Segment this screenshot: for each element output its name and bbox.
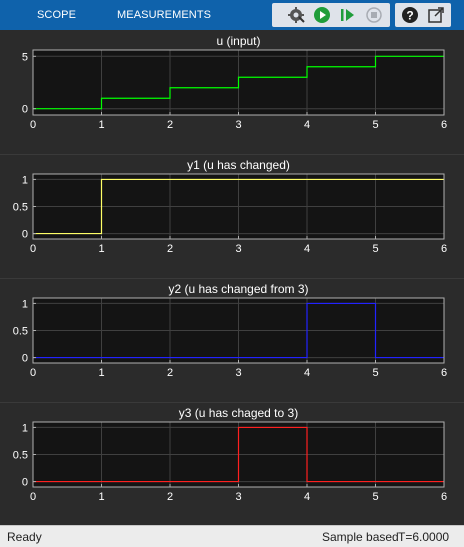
x-tick-label: 0: [30, 367, 36, 379]
x-tick-label: 0: [30, 243, 36, 255]
x-tick-label: 4: [304, 243, 310, 255]
run-button[interactable]: [312, 5, 332, 25]
help-controls: ?: [395, 3, 451, 27]
x-tick-label: 2: [167, 119, 173, 131]
signal-line: [33, 426, 444, 483]
simulation-time: T=6.0000: [398, 530, 450, 544]
step-forward-button[interactable]: [337, 5, 357, 25]
step-forward-icon: [341, 9, 354, 21]
y-tick-label: 0.5: [13, 202, 28, 214]
x-tick-label: 4: [304, 367, 310, 379]
x-tick-label: 1: [98, 367, 104, 379]
y-tick-label: 0: [22, 229, 28, 241]
x-tick-label: 2: [167, 491, 173, 503]
x-tick-label: 4: [304, 119, 310, 131]
help-button[interactable]: ?: [400, 5, 420, 25]
panel-divider: [0, 154, 464, 155]
y-tick-label: 0: [22, 353, 28, 365]
x-tick-label: 0: [30, 491, 36, 503]
plot-title: u (input): [216, 34, 260, 48]
tab-scope[interactable]: SCOPE: [37, 9, 77, 21]
x-tick-label: 6: [441, 119, 447, 131]
x-tick-label: 5: [372, 491, 378, 503]
x-tick-label: 3: [235, 243, 241, 255]
y-tick-label: 0: [22, 477, 28, 489]
sample-mode-text: Sample based: [322, 530, 399, 544]
y-tick-label: 1: [22, 422, 28, 434]
x-tick-label: 3: [235, 367, 241, 379]
plot-title: y3 (u has chaged to 3): [179, 406, 298, 420]
signal-line: [33, 302, 444, 359]
panel-divider: [0, 402, 464, 403]
x-tick-label: 4: [304, 491, 310, 503]
x-tick-label: 1: [98, 119, 104, 131]
x-tick-label: 5: [372, 119, 378, 131]
y-tick-label: 5: [22, 51, 28, 63]
x-tick-label: 6: [441, 243, 447, 255]
scope-panel-1[interactable]: u (input) 0 1 2 3 4 5 6 0 5: [0, 30, 464, 153]
x-tick-label: 6: [441, 491, 447, 503]
play-icon: [314, 7, 330, 23]
settings-button[interactable]: [286, 5, 306, 25]
stop-icon: [366, 7, 382, 23]
status-text: Ready: [7, 530, 42, 544]
x-tick-label: 1: [98, 243, 104, 255]
undock-button[interactable]: [426, 5, 446, 25]
scope-panel-3[interactable]: y2 (u has changed from 3) 0 1 2 3 4 5 6 0 0.5 1: [0, 278, 464, 401]
plot-title: y1 (u has changed): [187, 158, 290, 172]
signal-line: [33, 55, 444, 110]
y-tick-label: 1: [22, 298, 28, 310]
x-tick-label: 1: [98, 491, 104, 503]
x-tick-label: 2: [167, 367, 173, 379]
toolbar: SCOPE MEASUREMENTS: [0, 0, 464, 30]
status-bar: Ready Sample based T=6.0000: [0, 525, 464, 547]
svg-text:?: ?: [406, 9, 413, 23]
scope-display: u (input) 0 1 2 3 4 5 6 0 5 y1 (u has changed) 0 1 2 3…: [0, 30, 464, 525]
simulation-controls: [272, 3, 390, 27]
y-tick-label: 1: [22, 174, 28, 186]
x-tick-label: 3: [235, 491, 241, 503]
y-tick-label: 0.5: [13, 450, 28, 462]
y-tick-label: 0.5: [13, 326, 28, 338]
panel-divider: [0, 278, 464, 279]
scope-panel-4[interactable]: y3 (u has chaged to 3) 0 1 2 3 4 5 6 0 0.5 1: [0, 402, 464, 525]
x-tick-label: 6: [441, 367, 447, 379]
undock-icon: [428, 7, 444, 23]
signal-line: [33, 178, 444, 235]
y-tick-label: 0: [22, 104, 28, 116]
stop-button[interactable]: [364, 5, 384, 25]
x-tick-label: 3: [235, 119, 241, 131]
help-icon: ?: [402, 7, 418, 23]
plot-title: y2 (u has changed from 3): [168, 282, 308, 296]
x-tick-label: 2: [167, 243, 173, 255]
scope-panel-2[interactable]: y1 (u has changed) 0 1 2 3 4 5 6 0 0.5 1: [0, 154, 464, 277]
x-tick-label: 0: [30, 119, 36, 131]
tab-measurements[interactable]: MEASUREMENTS: [117, 9, 212, 21]
x-tick-label: 5: [372, 243, 378, 255]
gear-icon: [288, 7, 305, 23]
x-tick-label: 5: [372, 367, 378, 379]
